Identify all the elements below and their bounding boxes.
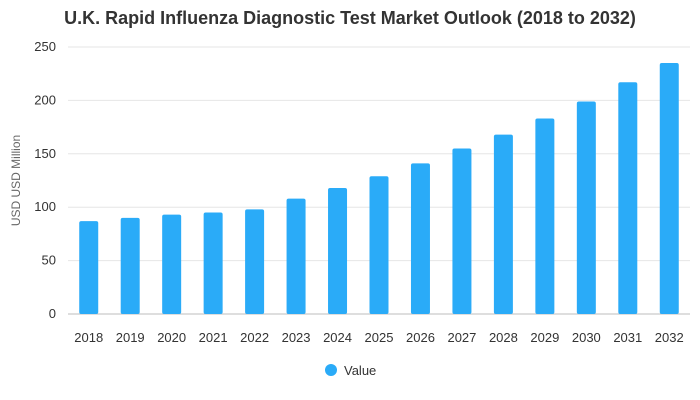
x-tick-label: 2022 [240, 330, 269, 345]
y-axis-title: USD USD Million [9, 135, 23, 226]
x-tick-label: 2030 [572, 330, 601, 345]
y-tick-label: 100 [34, 199, 56, 214]
bar-2023 [286, 198, 306, 314]
x-tick-label: 2020 [157, 330, 186, 345]
x-tick-label: 2019 [116, 330, 145, 345]
bar-2026 [410, 163, 430, 314]
bar-2029 [535, 118, 555, 314]
bar-2030 [576, 101, 596, 314]
x-tick-label: 2026 [406, 330, 435, 345]
bar-2018 [79, 221, 99, 314]
x-tick-label: 2023 [282, 330, 311, 345]
bar-2022 [245, 209, 265, 314]
y-tick-label: 200 [34, 92, 56, 107]
x-tick-label: 2031 [613, 330, 642, 345]
y-tick-label: 50 [42, 253, 56, 268]
x-tick-label: 2025 [365, 330, 394, 345]
chart-title: U.K. Rapid Influenza Diagnostic Test Mar… [64, 8, 636, 28]
bar-2021 [203, 212, 223, 314]
bar-2032 [659, 63, 679, 314]
legend-label: Value [344, 363, 376, 378]
bar-2025 [369, 176, 389, 314]
x-tick-label: 2018 [74, 330, 103, 345]
x-tick-label: 2032 [655, 330, 684, 345]
x-tick-label: 2027 [447, 330, 476, 345]
y-tick-label: 150 [34, 146, 56, 161]
legend-marker [325, 364, 337, 376]
bar-2027 [452, 148, 472, 314]
x-tick-label: 2028 [489, 330, 518, 345]
bar-2024 [328, 187, 348, 314]
y-tick-label: 250 [34, 39, 56, 54]
x-tick-label: 2021 [199, 330, 228, 345]
y-tick-label: 0 [49, 306, 56, 321]
bar-2019 [120, 217, 140, 314]
x-tick-label: 2029 [530, 330, 559, 345]
bar-2020 [162, 214, 182, 314]
x-tick-label: 2024 [323, 330, 352, 345]
bar-2028 [493, 134, 513, 314]
bar-2031 [618, 82, 638, 314]
